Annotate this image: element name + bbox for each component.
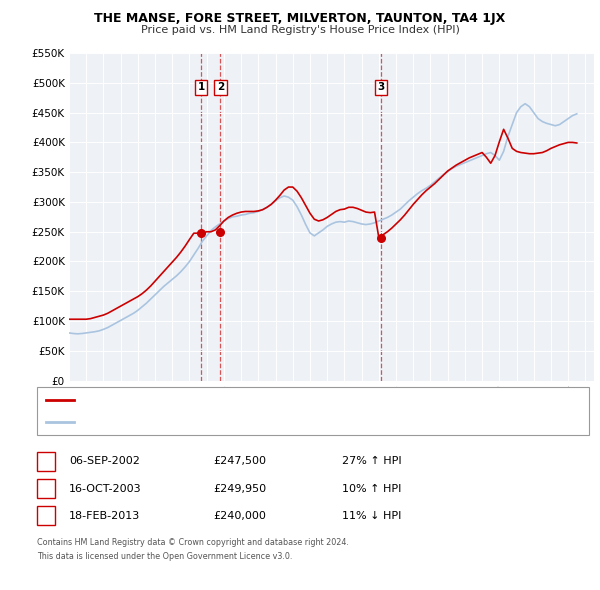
Text: 11% ↓ HPI: 11% ↓ HPI [342, 511, 401, 520]
Text: 1: 1 [43, 457, 50, 466]
Text: THE MANSE, FORE STREET, MILVERTON, TAUNTON, TA4 1JX: THE MANSE, FORE STREET, MILVERTON, TAUNT… [94, 12, 506, 25]
Text: Price paid vs. HM Land Registry's House Price Index (HPI): Price paid vs. HM Land Registry's House … [140, 25, 460, 35]
Text: 1: 1 [197, 83, 205, 93]
Text: 10% ↑ HPI: 10% ↑ HPI [342, 484, 401, 493]
Text: 3: 3 [43, 511, 50, 520]
Text: 2: 2 [217, 83, 224, 93]
Text: This data is licensed under the Open Government Licence v3.0.: This data is licensed under the Open Gov… [37, 552, 293, 560]
Text: 18-FEB-2013: 18-FEB-2013 [69, 511, 140, 520]
Text: THE MANSE, FORE STREET, MILVERTON, TAUNTON, TA4 1JX (detached house): THE MANSE, FORE STREET, MILVERTON, TAUNT… [78, 395, 455, 405]
Text: 06-SEP-2002: 06-SEP-2002 [69, 457, 140, 466]
Text: 27% ↑ HPI: 27% ↑ HPI [342, 457, 401, 466]
Text: £240,000: £240,000 [213, 511, 266, 520]
Text: 2: 2 [43, 484, 50, 493]
Text: £247,500: £247,500 [213, 457, 266, 466]
Text: 16-OCT-2003: 16-OCT-2003 [69, 484, 142, 493]
Text: £249,950: £249,950 [213, 484, 266, 493]
Text: Contains HM Land Registry data © Crown copyright and database right 2024.: Contains HM Land Registry data © Crown c… [37, 538, 349, 547]
Text: 3: 3 [377, 83, 385, 93]
Text: HPI: Average price, detached house, Somerset: HPI: Average price, detached house, Some… [78, 417, 305, 427]
